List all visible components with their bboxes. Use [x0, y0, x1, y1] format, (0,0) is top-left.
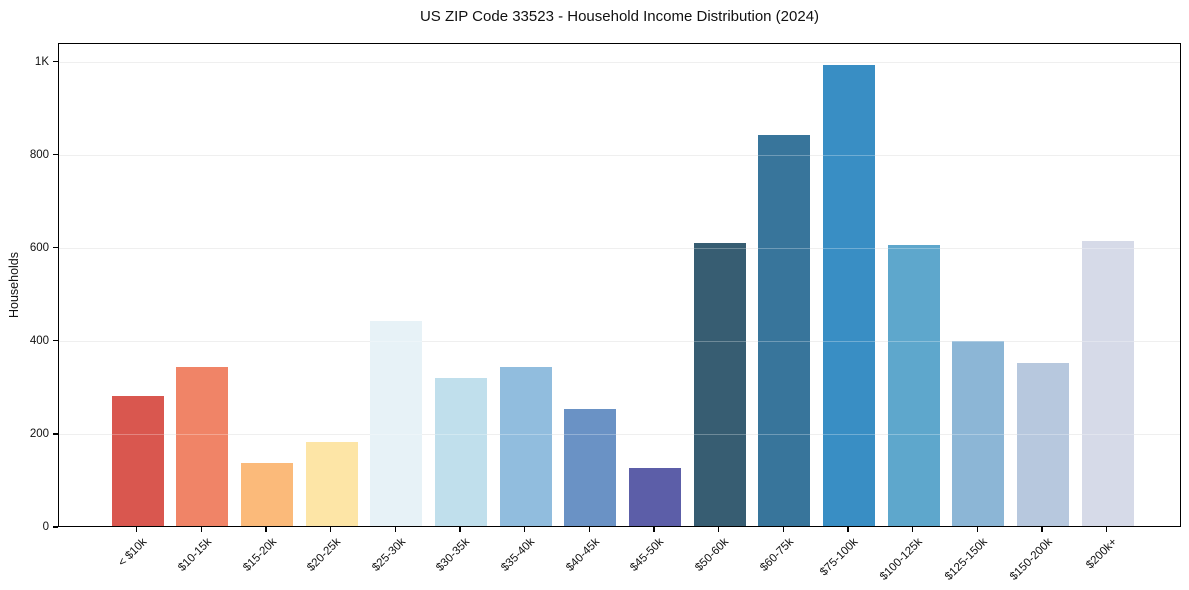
bar: [370, 321, 423, 526]
x-tick-label: $40-45k: [563, 536, 602, 574]
x-tick-label: $10-15k: [176, 536, 214, 574]
bar: [176, 366, 229, 526]
gridline: [59, 434, 1180, 436]
gridline: [59, 341, 1180, 343]
x-tick-mark: [718, 527, 720, 532]
y-tick-label: 800: [29, 148, 49, 161]
gridline-overlay: [59, 155, 1180, 157]
gridline: [59, 248, 1180, 250]
x-tick-mark: [265, 527, 267, 532]
gridline: [59, 155, 1180, 157]
y-tick-label: 600: [29, 241, 49, 254]
y-tick-label: 400: [29, 334, 49, 347]
y-tick-label: 200: [29, 427, 49, 440]
gridline: [59, 62, 1180, 64]
bar: [499, 366, 552, 526]
x-tick-label: $45-50k: [628, 536, 667, 574]
gridline-overlay: [59, 248, 1180, 250]
x-tick-mark: [912, 527, 914, 532]
bar: [1016, 363, 1069, 526]
x-tick-mark: [847, 527, 849, 532]
x-tick-label: $60-75k: [757, 536, 796, 574]
x-tick-label: $30-35k: [434, 536, 473, 574]
y-tick-mark: [53, 61, 58, 63]
x-tick-mark: [524, 527, 526, 532]
bar: [823, 65, 875, 526]
x-tick-mark: [976, 527, 978, 532]
x-tick-label: $20-25k: [305, 536, 344, 574]
bar: [952, 341, 1005, 526]
y-tick-mark: [53, 154, 58, 156]
bar: [435, 378, 488, 526]
x-tick-mark: [330, 527, 332, 532]
x-tick-label: $75-100k: [818, 536, 861, 579]
bar: [241, 463, 294, 526]
bar: [693, 243, 746, 526]
bar: [564, 408, 617, 526]
x-tick-label: $15-20k: [240, 536, 279, 574]
bar: [887, 244, 940, 526]
x-tick-mark: [394, 527, 396, 532]
x-tick-mark: [588, 527, 590, 532]
x-tick-mark: [1106, 527, 1108, 532]
y-tick-mark: [53, 433, 58, 435]
plot-area: [58, 43, 1181, 527]
x-tick-label: $50-60k: [693, 536, 732, 574]
x-tick-label: $150-200k: [1007, 536, 1055, 583]
x-tick-label: < $10k: [116, 536, 150, 570]
bar: [629, 467, 682, 526]
y-tick-label: 0: [42, 521, 49, 533]
gridline-overlay: [59, 62, 1180, 64]
y-tick-label: 1K: [34, 55, 49, 68]
x-tick-label: $125-150k: [942, 536, 990, 583]
x-tick-mark: [136, 527, 138, 532]
y-tick-mark: [53, 526, 58, 528]
gridline-overlay: [59, 434, 1180, 436]
x-tick-mark: [782, 527, 784, 532]
y-axis-label: Households: [7, 251, 21, 319]
x-tick-mark: [200, 527, 202, 532]
x-tick-label: $25-30k: [369, 536, 408, 574]
x-tick-mark: [1041, 527, 1043, 532]
bar: [305, 442, 358, 526]
gridline-overlay: [59, 341, 1180, 343]
bar: [111, 395, 164, 526]
x-tick-label: $200k+: [1083, 536, 1120, 572]
y-tick-mark: [53, 247, 58, 249]
x-tick-label: $35-40k: [499, 536, 538, 574]
chart-title: US ZIP Code 33523 - Household Income Dis…: [419, 8, 820, 25]
bar: [758, 135, 811, 526]
y-tick-mark: [53, 340, 58, 342]
bar: [1081, 241, 1134, 526]
x-tick-label: $100-125k: [878, 536, 926, 583]
x-tick-mark: [459, 527, 461, 532]
x-tick-mark: [653, 527, 655, 532]
